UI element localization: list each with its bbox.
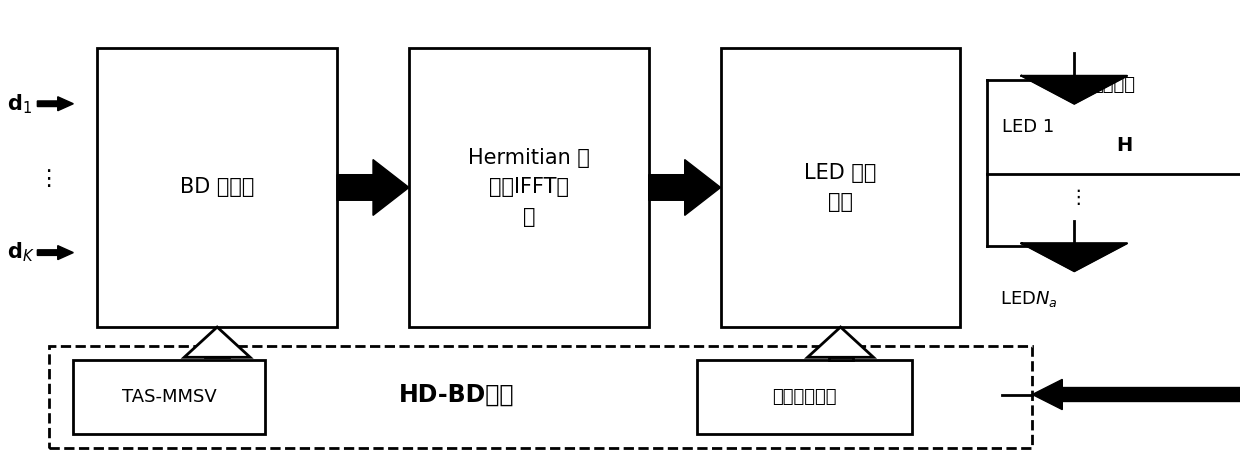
Bar xyxy=(50,346,1033,448)
Bar xyxy=(828,357,853,359)
Bar xyxy=(720,48,961,327)
Bar xyxy=(409,48,649,327)
FancyArrow shape xyxy=(1033,380,1240,410)
Text: TAS-MMSV: TAS-MMSV xyxy=(122,388,217,406)
Polygon shape xyxy=(1022,76,1127,104)
Text: $\vdots$: $\vdots$ xyxy=(37,167,52,189)
Polygon shape xyxy=(807,327,873,357)
Text: LED 1: LED 1 xyxy=(1002,118,1055,136)
Text: $\mathbf{d}_K$: $\mathbf{d}_K$ xyxy=(7,241,35,264)
Polygon shape xyxy=(1022,243,1127,271)
Text: 调节直流偏置: 调节直流偏置 xyxy=(773,388,837,406)
FancyArrow shape xyxy=(37,97,73,111)
Text: $\mathbf{H}$: $\mathbf{H}$ xyxy=(1116,136,1133,155)
Text: LED$N_a$: LED$N_a$ xyxy=(999,289,1058,309)
Text: HD-BD方案: HD-BD方案 xyxy=(399,382,515,407)
Text: $\vdots$: $\vdots$ xyxy=(1068,187,1081,207)
Text: Hermitian 对
称和IFFT变
换: Hermitian 对 称和IFFT变 换 xyxy=(467,148,590,227)
Text: BD 预编码: BD 预编码 xyxy=(180,177,254,197)
Polygon shape xyxy=(185,327,250,357)
FancyArrow shape xyxy=(337,160,409,215)
Bar xyxy=(73,359,265,434)
FancyArrow shape xyxy=(649,160,720,215)
Bar xyxy=(97,48,337,327)
Bar xyxy=(205,346,229,357)
FancyArrow shape xyxy=(37,246,73,260)
Text: $\mathbf{d}_1$: $\mathbf{d}_1$ xyxy=(7,92,32,116)
Text: 反馈信道: 反馈信道 xyxy=(1092,76,1136,94)
Bar xyxy=(697,359,913,434)
Text: LED 驱动
电路: LED 驱动 电路 xyxy=(805,163,877,212)
